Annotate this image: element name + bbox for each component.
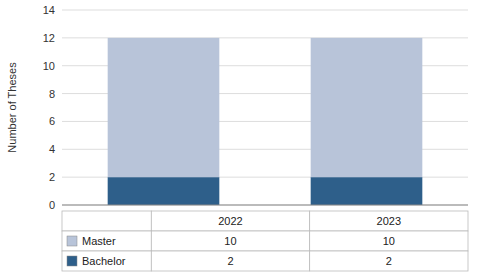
table-header: 2023 — [377, 215, 401, 227]
table-cell — [62, 231, 151, 251]
table-cell — [151, 231, 309, 251]
y-ticks: 0 2 4 6 8 10 12 14 — [43, 4, 55, 211]
y-tick-label: 2 — [49, 171, 55, 183]
table-value: 2 — [386, 255, 392, 267]
table-value: 10 — [383, 235, 395, 247]
table-value: 2 — [227, 255, 233, 267]
table-row-label: Master — [82, 235, 116, 247]
y-tick-label: 6 — [49, 115, 55, 127]
bar — [108, 38, 220, 177]
grid-line — [62, 205, 468, 206]
y-tick-label: 14 — [43, 4, 55, 16]
y-tick-label: 0 — [49, 199, 55, 211]
table-cell — [310, 251, 468, 271]
legend-swatch — [67, 236, 77, 246]
table-header: 2022 — [218, 215, 242, 227]
y-tick-label: 4 — [49, 143, 55, 155]
chart: 0 2 4 6 8 10 12 14 Number of Theses 2022 2023 Maste… — [0, 0, 480, 275]
table: 2022 2023 Master 10 10 Bachelor 2 2 — [62, 211, 468, 271]
bar — [311, 38, 423, 177]
y-axis-label: Number of Theses — [6, 62, 18, 153]
table-cell — [310, 211, 468, 231]
table-cell — [310, 231, 468, 251]
grid — [62, 10, 468, 205]
bar — [311, 177, 423, 205]
table-cell — [62, 251, 151, 271]
y-tick-label: 12 — [43, 32, 55, 44]
table-cell — [62, 211, 151, 231]
table-cell — [151, 251, 309, 271]
bars — [108, 38, 423, 205]
grid-line — [62, 10, 468, 11]
table-row-label: Bachelor — [82, 255, 126, 267]
legend-swatch — [67, 256, 77, 266]
y-tick-label: 10 — [43, 60, 55, 72]
x-axis-line — [62, 205, 468, 206]
table-cell — [151, 211, 309, 231]
bar — [108, 177, 220, 205]
y-tick-label: 8 — [49, 88, 55, 100]
table-value: 10 — [224, 235, 236, 247]
